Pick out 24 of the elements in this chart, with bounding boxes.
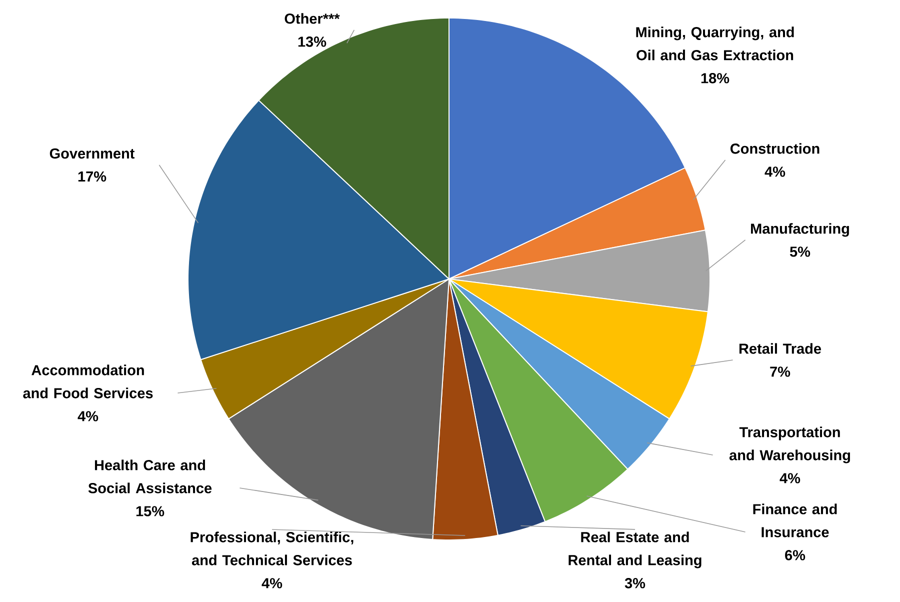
data-label: 6%	[785, 550, 806, 560]
data-label: 13%	[298, 36, 326, 47]
slice-label: Other***	[284, 13, 340, 24]
slice-label: Construction	[730, 143, 820, 154]
data-label: 17%	[78, 171, 106, 182]
slice-label: Retail Trade	[739, 343, 822, 354]
data-label: 5%	[790, 246, 810, 257]
slice-label: Mining, Quarrying, and Oil and Gas Extraction	[636, 26, 794, 60]
slice-label: Real Estate and Rental and Leasing	[568, 532, 702, 568]
slice-label: Health Care and Social Assistance	[88, 460, 212, 494]
slice-label: Transportation and Warehousing	[729, 426, 850, 464]
slice-label: Professional, Scientific, and Technical Services	[190, 532, 354, 566]
data-label: 18%	[701, 73, 730, 84]
data-label: 4%	[78, 411, 98, 422]
slice-label: Finance and Insurance	[753, 504, 837, 538]
data-label: 15%	[136, 506, 164, 516]
data-label: 4%	[764, 166, 786, 177]
data-label: 7%	[770, 366, 790, 377]
data-label: 3%	[624, 578, 646, 588]
data-label: 4%	[262, 578, 282, 588]
slice-label: Government	[50, 148, 135, 159]
data-label: 4%	[780, 473, 800, 484]
slice-label: Manufacturing	[751, 223, 849, 237]
slice-label: Accommodation and Food Services	[23, 364, 153, 398]
